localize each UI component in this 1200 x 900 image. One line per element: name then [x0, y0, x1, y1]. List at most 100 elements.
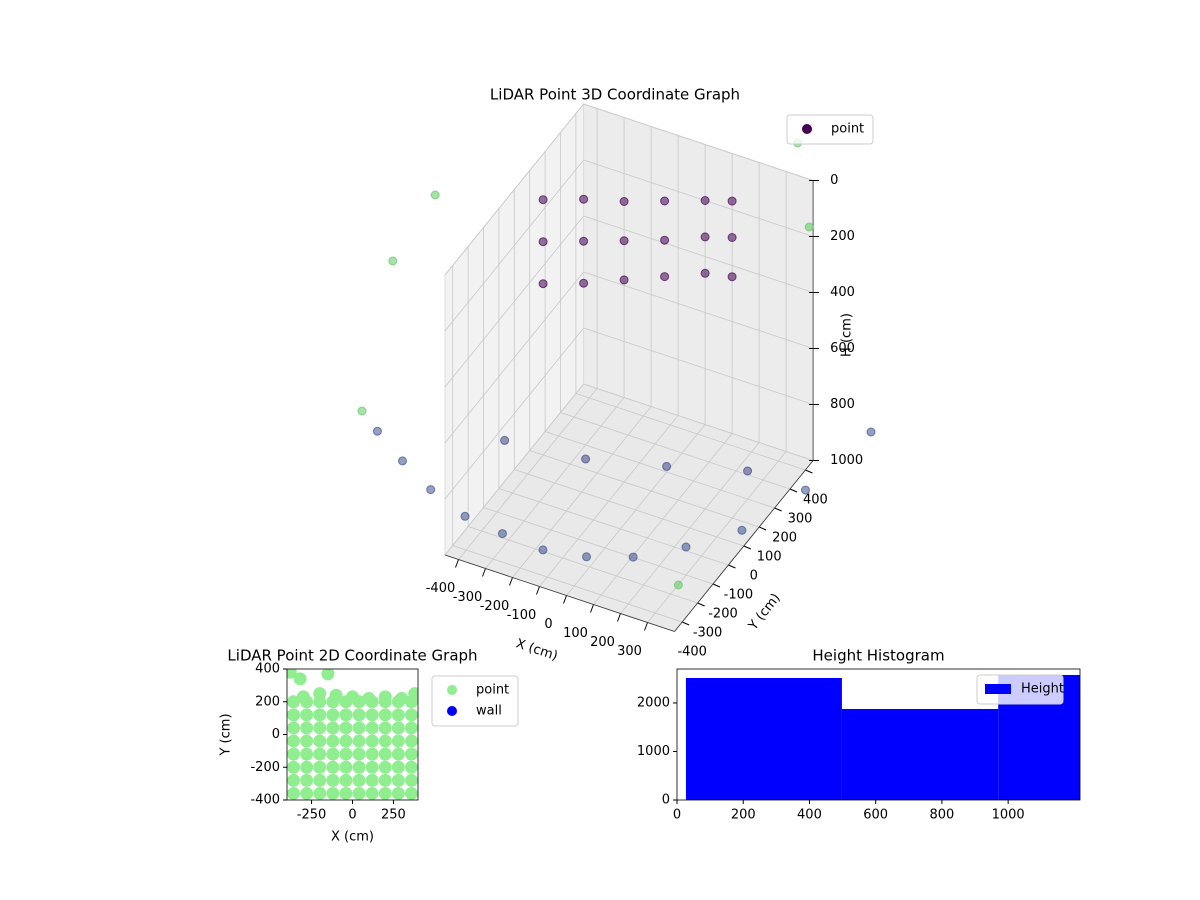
point [313, 760, 327, 774]
point [660, 235, 670, 245]
legend-marker [447, 706, 457, 716]
x-axis-label: X (cm) [514, 636, 560, 664]
point [287, 773, 301, 787]
point [398, 456, 407, 466]
y-tick [743, 545, 751, 550]
point [743, 466, 753, 476]
point [287, 708, 301, 722]
y-tick-label: -100 [724, 588, 754, 603]
point [300, 734, 314, 748]
point [287, 734, 301, 748]
y-tick-label: 300 [788, 512, 813, 527]
grid-line [467, 526, 698, 604]
point [293, 672, 307, 686]
point [673, 580, 683, 590]
z-tick-label: 400 [830, 285, 855, 300]
point [300, 721, 314, 735]
point [300, 786, 314, 800]
point [365, 760, 379, 774]
point [538, 545, 548, 555]
point [404, 747, 418, 761]
z-tick-label: 200 [830, 229, 855, 244]
point [352, 786, 366, 800]
point [326, 786, 340, 800]
x-tick-label: 300 [617, 644, 642, 659]
point [388, 256, 398, 266]
point [579, 278, 589, 288]
point [662, 461, 672, 471]
point [365, 773, 379, 787]
point [287, 747, 301, 761]
point [365, 747, 379, 761]
x-tick-label: -300 [453, 590, 483, 605]
grid-line [544, 431, 775, 509]
y-tick-label: -200 [250, 760, 280, 775]
grid-line [575, 393, 806, 471]
point [339, 773, 353, 787]
grid-line [583, 327, 814, 405]
point [538, 279, 548, 289]
point [362, 691, 376, 705]
legend-marker [802, 124, 812, 134]
point [582, 552, 592, 562]
legend-frame [976, 674, 1064, 705]
point [352, 773, 366, 787]
y-tick-label: 400 [255, 662, 280, 677]
point [372, 426, 382, 436]
point [339, 708, 353, 722]
z-axis-label: H (cm) [840, 313, 855, 357]
point [339, 786, 353, 800]
point [378, 773, 392, 787]
point [581, 454, 591, 464]
point [404, 721, 418, 735]
point [321, 669, 335, 681]
point [326, 747, 340, 761]
point [660, 272, 670, 282]
point [628, 552, 638, 562]
grid-line [583, 271, 814, 349]
grid-line [583, 383, 814, 461]
point [391, 747, 405, 761]
point [352, 734, 366, 748]
point [727, 272, 737, 282]
y-tick-label: 1000 [637, 744, 670, 759]
point [287, 721, 301, 735]
point [300, 773, 314, 787]
point [313, 786, 327, 800]
point [391, 773, 405, 787]
point [378, 747, 392, 761]
plot-area [287, 669, 418, 800]
x-tick [590, 604, 594, 613]
x-tick-label: 800 [929, 808, 954, 823]
point [365, 708, 379, 722]
x-tick-label: 0 [673, 808, 681, 823]
point [404, 773, 418, 787]
point [497, 529, 507, 539]
x-tick [644, 622, 648, 631]
point [801, 485, 810, 495]
y-axis-label: Y (cm) [219, 713, 234, 756]
y-tick-label: 0 [750, 569, 758, 584]
x-tick-label: 600 [863, 808, 888, 823]
point [352, 760, 366, 774]
legend-label: point [476, 683, 509, 698]
chart-title: Height Histogram [812, 647, 944, 665]
x-tick [509, 577, 513, 586]
x-tick-label: 400 [797, 808, 822, 823]
point [727, 233, 737, 242]
y-tick-label: 0 [662, 793, 670, 808]
point [378, 760, 392, 774]
point [660, 196, 670, 206]
point [329, 688, 343, 702]
x-tick-label: 250 [381, 808, 406, 823]
point [313, 734, 327, 748]
point [619, 275, 629, 285]
y-tick-label: -400 [250, 793, 280, 808]
chart-title: LiDAR Point 3D Coordinate Graph [490, 86, 740, 104]
z-tick-label: 600 [830, 341, 855, 356]
grid-line [444, 327, 584, 500]
point [404, 786, 418, 800]
bar [841, 708, 999, 800]
axes-frame [676, 668, 1081, 801]
point [700, 268, 710, 278]
